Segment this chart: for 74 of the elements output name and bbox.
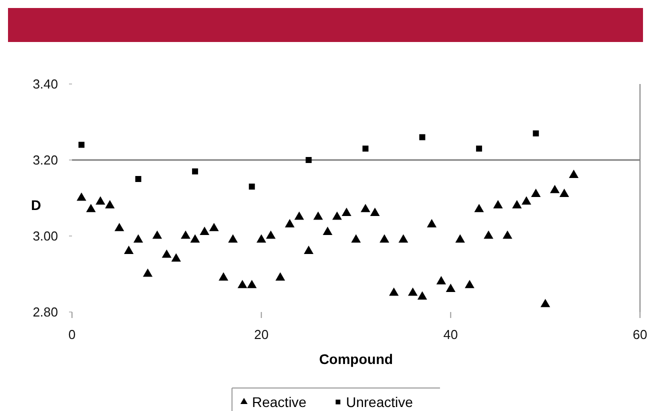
point [568, 170, 579, 178]
point [362, 146, 368, 152]
point [192, 168, 198, 174]
x-tick-label: 60 [632, 327, 648, 342]
point [446, 284, 456, 292]
point [408, 287, 418, 296]
legend-label: Unreactive [346, 394, 414, 410]
point [294, 211, 304, 220]
point [124, 246, 134, 254]
point [417, 291, 428, 300]
point [522, 196, 532, 205]
point [218, 272, 228, 281]
point [209, 222, 219, 232]
point [105, 200, 115, 208]
point [351, 234, 361, 243]
point [531, 188, 541, 197]
point [540, 298, 550, 308]
x-tick-label: 40 [443, 327, 458, 342]
y-tick-label: 3.00 [32, 228, 58, 244]
point [76, 192, 86, 201]
point [464, 280, 474, 288]
point [284, 219, 295, 228]
y-tick-label: 3.40 [32, 76, 58, 92]
point [332, 211, 342, 220]
point [436, 276, 446, 284]
point [114, 222, 124, 232]
point [342, 208, 352, 216]
point [512, 200, 522, 208]
point [426, 219, 437, 228]
point [135, 176, 142, 182]
point [304, 246, 314, 254]
point [419, 134, 426, 140]
y-axis-title: D [30, 197, 42, 213]
point [162, 249, 172, 258]
point [247, 280, 257, 288]
point [200, 226, 210, 235]
point [142, 268, 153, 277]
point [559, 188, 570, 197]
point [228, 234, 238, 243]
point [502, 230, 512, 239]
point [532, 130, 539, 136]
point [256, 234, 266, 243]
point [248, 184, 255, 190]
point [476, 146, 482, 152]
x-axis-title: Compound [319, 351, 393, 367]
point [190, 234, 200, 243]
point [455, 234, 465, 243]
point [313, 211, 323, 220]
point [275, 272, 286, 281]
point [86, 204, 96, 212]
point [306, 157, 312, 163]
point [380, 234, 390, 243]
x-tick-label: 0 [68, 327, 76, 342]
legend-label: Reactive [252, 394, 307, 410]
point [180, 230, 190, 239]
point [550, 184, 560, 194]
y-tick-label: 3.20 [32, 152, 58, 168]
point [474, 204, 484, 212]
point [96, 196, 106, 205]
point [389, 287, 399, 296]
point [322, 226, 332, 235]
point [484, 230, 494, 239]
point [133, 234, 144, 243]
point [493, 200, 503, 208]
point [360, 204, 370, 212]
point [266, 230, 276, 239]
point [398, 234, 408, 243]
point [152, 230, 162, 239]
point [238, 280, 248, 288]
point [78, 142, 84, 148]
point [171, 253, 181, 262]
y-tick-label: 2.80 [32, 304, 58, 320]
x-tick-label: 20 [254, 327, 269, 342]
point [370, 208, 380, 216]
